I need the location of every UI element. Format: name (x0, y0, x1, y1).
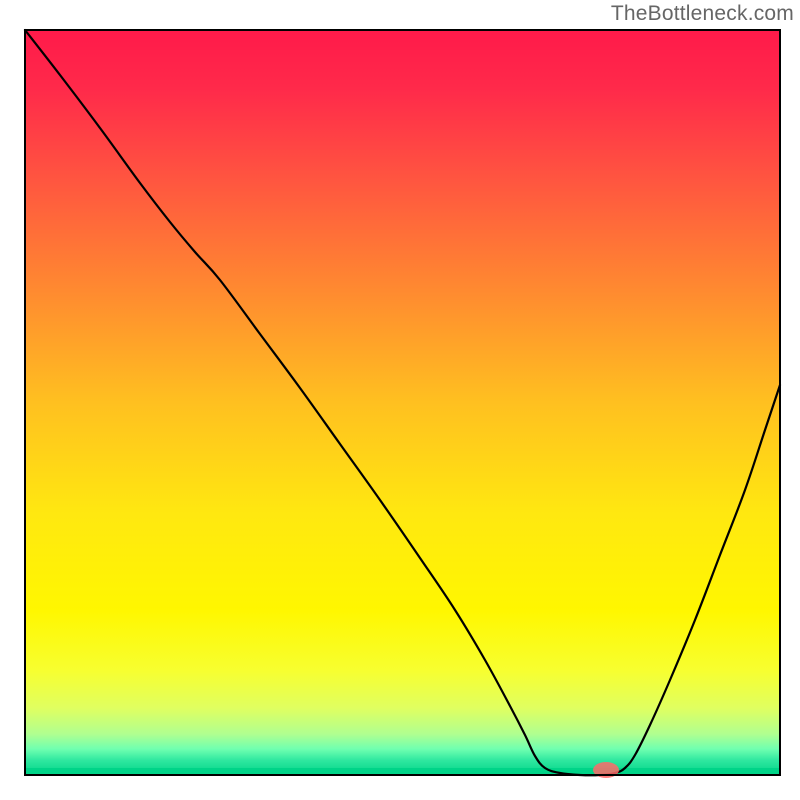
bottleneck-chart (0, 0, 800, 800)
chart-bottom-band (25, 768, 780, 775)
watermark-label: TheBottleneck.com (611, 2, 794, 26)
bottleneck-chart-root: TheBottleneck.com (0, 0, 800, 800)
chart-background (25, 30, 780, 775)
